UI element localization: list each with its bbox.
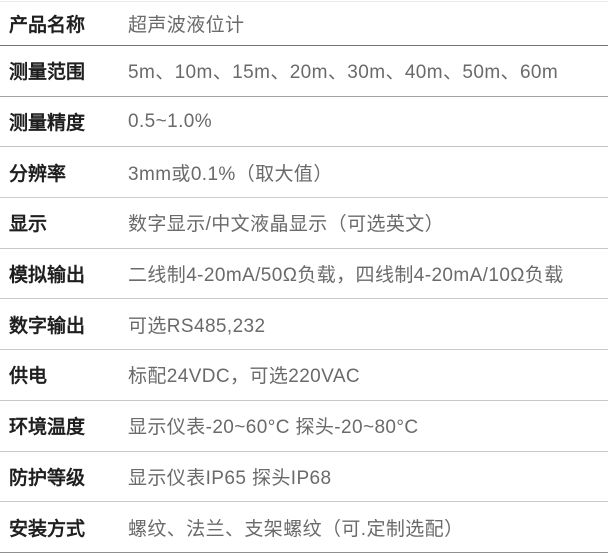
row-label: 产品名称 bbox=[9, 15, 86, 36]
row-label: 数字输出 bbox=[9, 315, 86, 337]
row-value: 螺纹、法兰、支架螺纹（可.定制选配） bbox=[128, 518, 464, 540]
row-label: 防护等级 bbox=[9, 467, 86, 489]
row-label: 显示 bbox=[9, 214, 48, 236]
row-value: 3mm或0.1%（取大值） bbox=[128, 163, 333, 185]
row-label: 供电 bbox=[9, 366, 48, 388]
row-value: 显示仪表IP65 探头IP68 bbox=[128, 467, 332, 489]
row-label: 测量范围 bbox=[9, 62, 86, 84]
table-row: 显示 数字显示/中文液晶显示（可选英文） bbox=[0, 198, 608, 249]
table-row: 安装方式 螺纹、法兰、支架螺纹（可.定制选配） bbox=[0, 502, 608, 553]
table-row: 产品名称 超声波液位计 bbox=[0, 2, 608, 46]
table-row: 分辨率 3mm或0.1%（取大值） bbox=[0, 147, 608, 199]
row-label: 模拟输出 bbox=[9, 265, 86, 287]
row-value: 5m、10m、15m、20m、30m、40m、50m、60m bbox=[128, 62, 559, 84]
row-value: 标配24VDC，可选220VAC bbox=[128, 366, 361, 388]
row-value: 数字显示/中文液晶显示（可选英文） bbox=[128, 214, 445, 236]
table-row: 测量范围 5m、10m、15m、20m、30m、40m、50m、60m bbox=[0, 46, 608, 97]
row-value: 0.5~1.0% bbox=[128, 110, 213, 132]
row-value: 超声波液位计 bbox=[128, 15, 245, 36]
row-label: 分辨率 bbox=[9, 163, 67, 185]
table-row: 供电 标配24VDC，可选220VAC bbox=[0, 350, 608, 401]
row-label: 安装方式 bbox=[9, 518, 86, 540]
table-row: 环境温度 显示仪表-20~60°C 探头-20~80°C bbox=[0, 400, 608, 452]
table-row: 模拟输出 二线制4-20mA/50Ω负载，四线制4-20mA/10Ω负载 bbox=[0, 248, 608, 300]
row-value: 二线制4-20mA/50Ω负载，四线制4-20mA/10Ω负载 bbox=[128, 265, 564, 287]
row-value: 可选RS485,232 bbox=[128, 315, 266, 337]
table-row: 测量精度 0.5~1.0% bbox=[0, 96, 608, 148]
table-row: 防护等级 显示仪表IP65 探头IP68 bbox=[0, 451, 608, 503]
row-label: 测量精度 bbox=[9, 113, 86, 135]
row-value: 显示仪表-20~60°C 探头-20~80°C bbox=[128, 417, 419, 439]
row-label: 环境温度 bbox=[9, 417, 86, 439]
table-row: 数字输出 可选RS485,232 bbox=[0, 299, 608, 351]
